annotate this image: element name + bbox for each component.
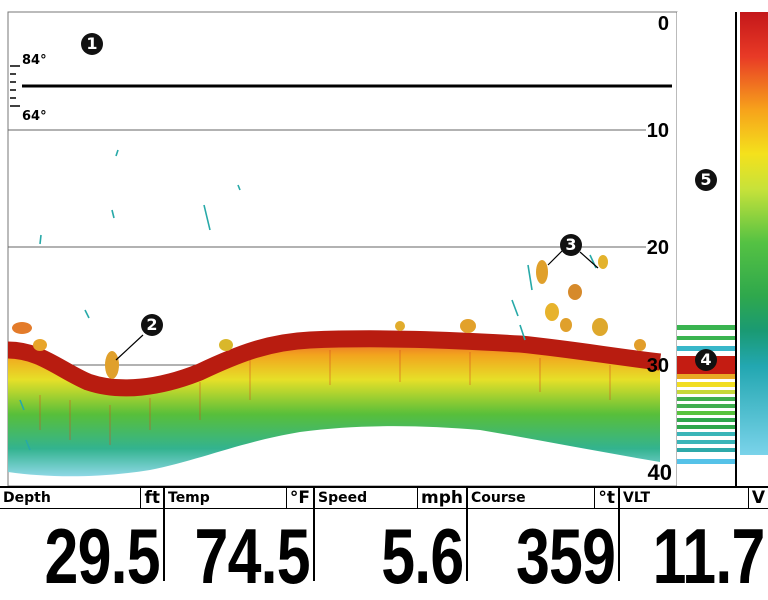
- callout-1: 1: [81, 33, 103, 55]
- sub-bottom-return: [8, 338, 660, 477]
- voltage-label: VLT: [623, 490, 650, 506]
- temperature-value: 74.5: [194, 512, 311, 600]
- speed-readout: Speed mph 5.6: [315, 488, 468, 595]
- fish-arches: [12, 255, 646, 379]
- color-palette-bar: [740, 12, 768, 455]
- temperature-readout: Temp °F 74.5: [165, 488, 315, 595]
- depth-unit: ft: [140, 488, 160, 508]
- callout-3: 3: [560, 234, 582, 256]
- voltage-readout: VLT V 11.7: [620, 488, 768, 595]
- depth-label-0: 0: [658, 13, 669, 35]
- speed-label: Speed: [318, 490, 368, 506]
- voltage-unit: V: [747, 488, 765, 508]
- depth-readout: Depth ft 29.5: [0, 488, 165, 595]
- speed-value: 5.6: [380, 512, 464, 600]
- sonar-chart: 0 10 20 30 40 84° 64°: [7, 11, 768, 486]
- temperature-unit: °F: [285, 488, 310, 508]
- bottom-contour: [7, 330, 662, 397]
- depth-label-10: 10: [647, 120, 669, 142]
- course-readout: Course °t 359: [468, 488, 620, 595]
- sub-bottom-texture: [39, 350, 611, 445]
- callout-3-leader-b: [579, 251, 599, 269]
- callout-2-leader: [115, 334, 144, 361]
- sonar-view: 0 10 20 30 40 84° 64°: [7, 11, 768, 486]
- callout-4: 4: [695, 349, 717, 371]
- callout-5: 5: [695, 169, 717, 191]
- digital-readout-bar: Depth ft 29.5 Temp °F 74.5 Speed mph 5.6…: [0, 486, 768, 595]
- course-unit: °t: [594, 488, 615, 508]
- temperature-scale-ticks: [10, 65, 20, 107]
- course-label: Course: [471, 490, 526, 506]
- temperature-label: Temp: [168, 490, 210, 506]
- temperature-label-upper: 84°: [22, 53, 47, 68]
- temperature-label-lower: 64°: [22, 109, 47, 124]
- depth-label: Depth: [3, 490, 51, 506]
- depth-value: 29.5: [44, 512, 161, 600]
- callout-3-leader-a: [547, 249, 564, 266]
- depth-label-30: 30: [647, 355, 669, 377]
- course-value: 359: [515, 512, 616, 600]
- depth-label-20: 20: [647, 237, 669, 259]
- depth-label-40: 40: [648, 460, 672, 485]
- callout-2: 2: [141, 314, 163, 336]
- voltage-value: 11.7: [653, 512, 766, 600]
- speed-unit: mph: [417, 488, 463, 508]
